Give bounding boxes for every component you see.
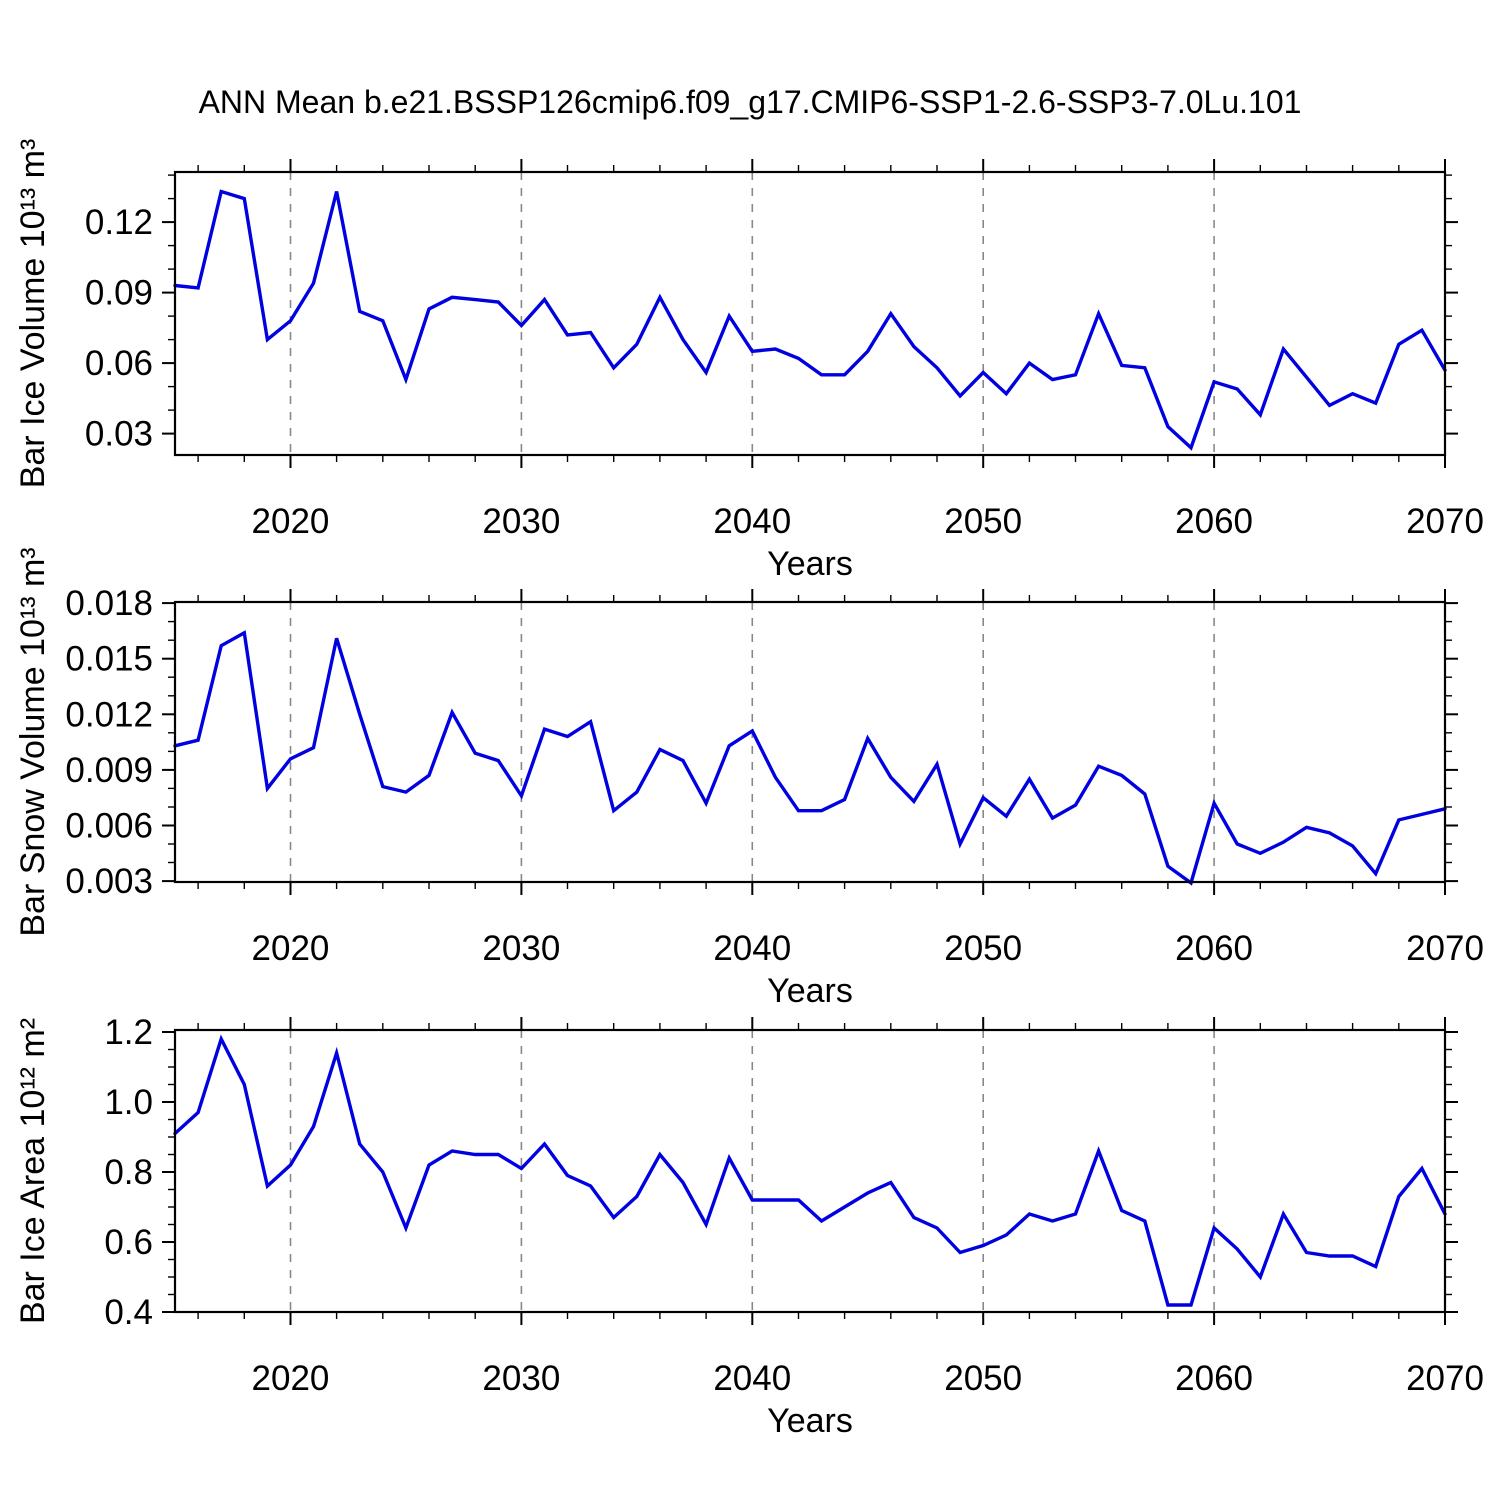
panel-2-x-tick-label: 2030 <box>482 929 560 968</box>
panel-1-y-tick-label: 0.12 <box>85 203 153 242</box>
panel-2-x-tick-label: 2020 <box>252 929 330 968</box>
panel-3: 2020 2030 2040 2050 2060 2070 1.2 1.0 0.8 0.6 0.4 Y… <box>14 1013 1484 1440</box>
panel-1-x-tick-label: 2040 <box>713 502 791 541</box>
panel-2-y-tick-label: 0.012 <box>65 695 153 734</box>
panel-2-ylabel: Bar Snow Volume 10¹³ m³ <box>14 547 52 936</box>
panel-2: 2020 2030 2040 2050 2060 2070 0.018 0.015 0.012 0… <box>14 547 1484 1010</box>
panel-1-x-tick-label: 2030 <box>482 502 560 541</box>
panel-2-x-tick-label: 2060 <box>1175 929 1253 968</box>
panel-1: 2020 2030 2040 2050 2060 2070 0.12 0.09 0.06 0.03… <box>14 139 1484 583</box>
panel-3-y-tick-label: 1.2 <box>104 1013 153 1052</box>
panel-2-data-line <box>173 630 1447 886</box>
figure-title: ANN Mean b.e21.BSSP126cmip6.f09_g17.CMIP… <box>198 84 1302 120</box>
panel-1-xlabel: Years <box>767 545 853 583</box>
panel-1-y-tick-label: 0.06 <box>85 344 153 383</box>
panel-3-y-tick-label: 0.4 <box>104 1293 153 1332</box>
panel-3-x-tick-label: 2020 <box>252 1359 330 1398</box>
panel-3-x-tick-label: 2030 <box>482 1359 560 1398</box>
panel-3-xlabel: Years <box>767 1402 853 1440</box>
panel-2-x-tick-label: 2040 <box>713 929 791 968</box>
panel-3-x-tick-label: 2050 <box>944 1359 1022 1398</box>
panel-2-y-tick-label: 0.003 <box>65 862 153 901</box>
panel-2-x-tick-label: 2050 <box>944 929 1022 968</box>
panel-3-y-tick-label: 1.0 <box>104 1083 153 1122</box>
panel-3-x-tick-label: 2040 <box>713 1359 791 1398</box>
panel-1-y-tick-label: 0.03 <box>85 415 153 454</box>
panel-3-x-tick-label: 2060 <box>1175 1359 1253 1398</box>
panel-3-y-tick-label: 0.6 <box>104 1223 153 1262</box>
panel-2-box <box>173 600 1447 884</box>
panel-2-y-tick-label: 0.009 <box>65 751 153 790</box>
panel-2-y-tick-label: 0.015 <box>65 640 153 679</box>
panel-2-xlabel: Years <box>767 972 853 1010</box>
panel-3-data-line <box>173 1034 1447 1307</box>
panel-1-x-tick-label: 2020 <box>252 502 330 541</box>
panel-1-x-tick-label: 2050 <box>944 502 1022 541</box>
panel-1-x-tick-label: 2070 <box>1406 502 1484 541</box>
panel-3-ylabel: Bar Ice Area 10¹² m² <box>14 1018 52 1324</box>
panel-1-y-tick-label: 0.09 <box>85 274 153 313</box>
panel-2-x-tick-label: 2070 <box>1406 929 1484 968</box>
panel-1-data-line <box>173 189 1447 451</box>
panel-3-y-tick-label: 0.8 <box>104 1153 153 1192</box>
panel-3-x-tick-label: 2070 <box>1406 1359 1484 1398</box>
panel-2-y-tick-label: 0.018 <box>65 584 153 623</box>
panel-1-x-tick-label: 2060 <box>1175 502 1253 541</box>
panel-1-box <box>173 170 1447 457</box>
panel-1-ylabel: Bar Ice Volume 10¹³ m³ <box>14 139 52 489</box>
panel-2-y-tick-label: 0.006 <box>65 806 153 845</box>
